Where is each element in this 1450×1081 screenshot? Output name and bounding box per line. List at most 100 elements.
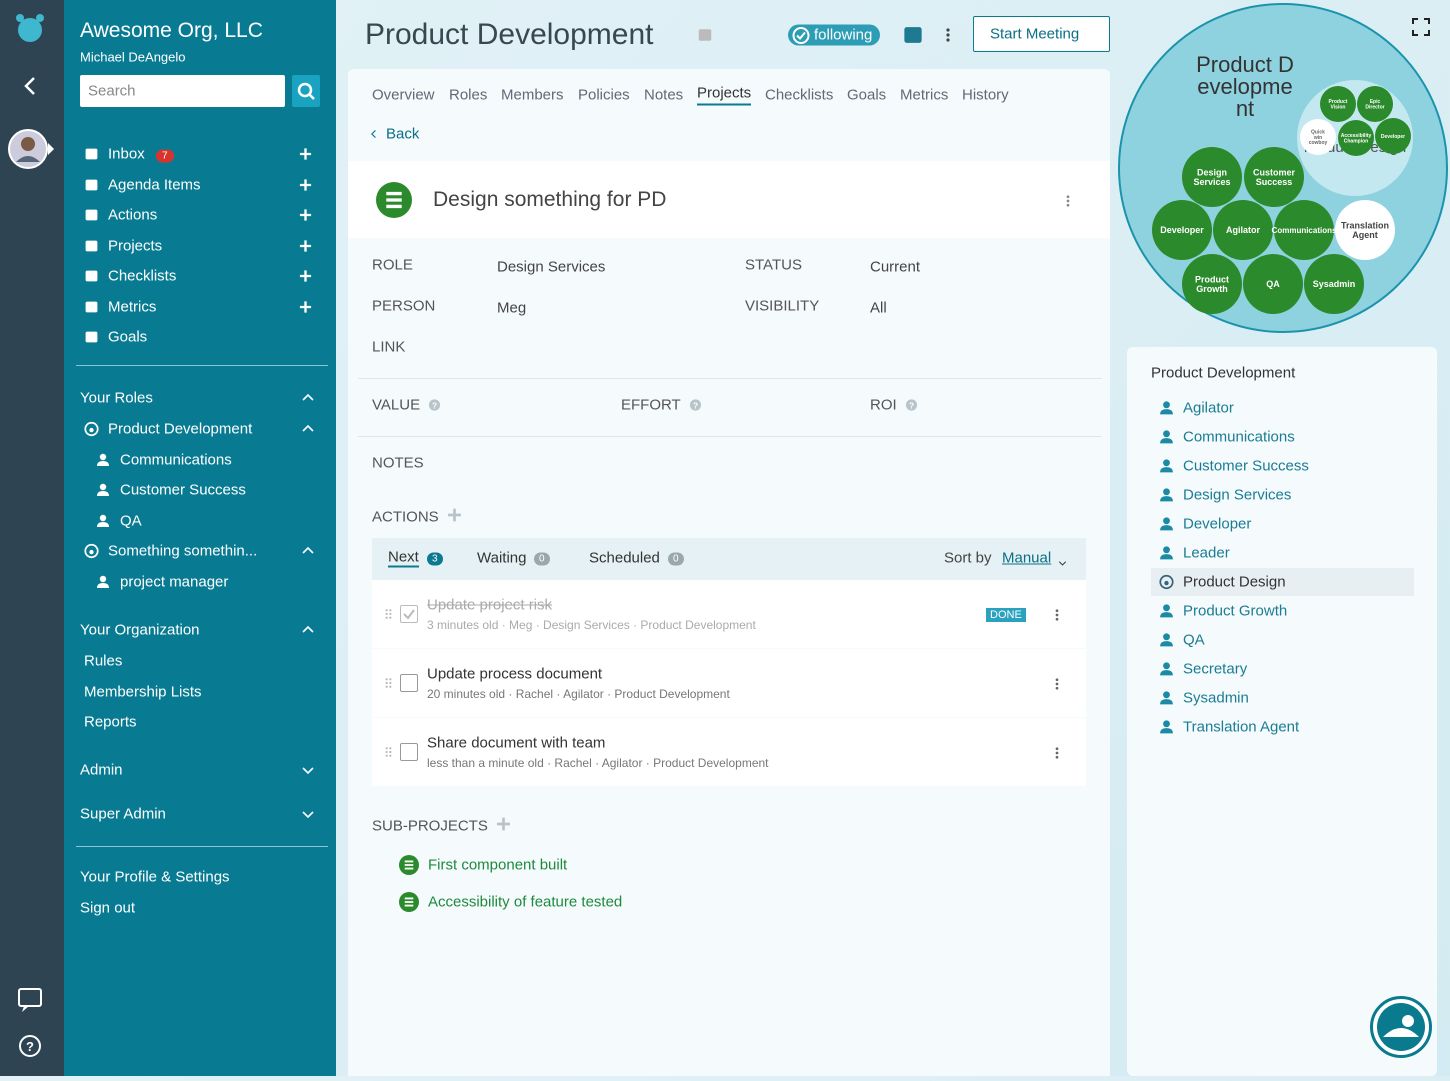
subproject-link[interactable]: Accessibility of feature tested xyxy=(428,893,623,911)
tab[interactable]: Notes xyxy=(644,86,684,104)
icon-person xyxy=(96,514,110,528)
nav-item[interactable]: Inbox xyxy=(108,145,145,163)
svg-text:?: ? xyxy=(432,400,437,410)
icon-circle xyxy=(1159,574,1174,590)
icon-box xyxy=(84,177,99,192)
panel-role[interactable]: Product Design xyxy=(1183,573,1286,591)
nav-item[interactable]: Actions xyxy=(108,206,158,224)
org-link[interactable]: Reports xyxy=(84,713,137,731)
panel-role[interactable]: Leader xyxy=(1183,544,1230,562)
tab[interactable]: Goals xyxy=(847,86,887,104)
role-link[interactable]: Customer Success xyxy=(120,481,246,499)
subproject-link[interactable]: First component built xyxy=(428,856,568,874)
content-card: Overview Roles Members Policies Notes Project… xyxy=(348,69,1110,1076)
section-title[interactable]: Super Admin xyxy=(80,805,166,823)
tab[interactable]: History xyxy=(962,86,1009,104)
role-link[interactable]: QA xyxy=(120,512,142,530)
panel-role[interactable]: Translation Agent xyxy=(1183,718,1300,736)
role-bubble[interactable] xyxy=(1338,120,1374,156)
icon-box xyxy=(84,269,99,284)
role-bubble[interactable] xyxy=(1300,119,1336,155)
role-bubble[interactable] xyxy=(1274,200,1334,260)
role-bubble[interactable] xyxy=(1182,254,1242,314)
panel-role[interactable]: Sysadmin xyxy=(1183,689,1249,707)
panel-role[interactable]: Customer Success xyxy=(1183,457,1309,475)
divider xyxy=(76,365,328,366)
tab[interactable]: Projects xyxy=(697,85,752,106)
nav-item[interactable]: Checklists xyxy=(108,267,177,285)
action-tab[interactable]: Scheduled xyxy=(589,549,660,567)
sort-value[interactable]: Manual xyxy=(1002,549,1052,567)
panel-role[interactable]: Communications xyxy=(1183,428,1295,446)
icon-person xyxy=(1159,488,1174,503)
divider xyxy=(76,846,328,847)
section-title[interactable]: Admin xyxy=(80,761,123,779)
tab[interactable]: Checklists xyxy=(765,86,834,104)
section-title: Your Organization xyxy=(80,621,200,639)
icon-plus xyxy=(447,508,462,523)
start-meeting-button[interactable]: Start Meeting xyxy=(973,16,1110,52)
icon-plus xyxy=(299,300,312,313)
action-tab[interactable]: Waiting xyxy=(477,549,527,567)
panel-role[interactable]: Design Services xyxy=(1183,486,1292,504)
role-bubble[interactable] xyxy=(1335,200,1395,260)
role-bubble[interactable] xyxy=(1213,200,1273,260)
tab[interactable]: Roles xyxy=(449,86,488,104)
icon-list xyxy=(399,892,419,912)
icon-q: ? xyxy=(689,399,702,412)
nav-item[interactable]: Metrics xyxy=(108,298,157,315)
search-box[interactable]: Search xyxy=(80,75,285,107)
panel-role[interactable]: Developer xyxy=(1183,515,1252,533)
bubble-label: Accessibility Champion xyxy=(1341,133,1372,144)
panel-role[interactable]: QA xyxy=(1183,631,1205,649)
action-checkbox[interactable] xyxy=(400,743,418,761)
action-title[interactable]: Share document with team xyxy=(427,734,606,752)
role-bubble[interactable] xyxy=(1375,118,1411,154)
panel-role[interactable]: Secretary xyxy=(1183,660,1248,678)
profile-link[interactable]: Your Profile & Settings xyxy=(80,868,230,886)
field-value: Current xyxy=(870,258,921,276)
org-link[interactable]: Rules xyxy=(84,652,123,670)
action-title[interactable]: Update project risk xyxy=(427,596,553,614)
nav-item[interactable]: Goals xyxy=(108,328,148,346)
nav-item[interactable]: Projects xyxy=(108,237,163,254)
tab[interactable]: Overview xyxy=(372,86,435,104)
icon-list xyxy=(376,182,412,218)
role-bubble[interactable] xyxy=(1152,200,1212,260)
signout-link[interactable]: Sign out xyxy=(80,899,136,917)
icon-person xyxy=(1159,459,1174,474)
role-bubble[interactable] xyxy=(1244,147,1304,207)
action-checkbox[interactable] xyxy=(400,674,418,692)
circle-link[interactable]: Product Development xyxy=(108,420,253,438)
icon-grip xyxy=(382,746,395,759)
icon-list xyxy=(399,855,419,875)
circle-link[interactable]: Something somethin... xyxy=(108,542,258,560)
tab[interactable]: Metrics xyxy=(900,86,949,104)
org-link[interactable]: Membership Lists xyxy=(84,683,202,700)
role-bubble[interactable] xyxy=(1357,86,1393,122)
action-tab[interactable]: Next xyxy=(388,548,419,568)
nav-item[interactable]: Agenda Items xyxy=(108,176,201,193)
tab[interactable]: Policies xyxy=(578,86,630,104)
tab[interactable]: Members xyxy=(501,86,564,104)
role-link[interactable]: project manager xyxy=(120,573,229,591)
icon-person xyxy=(1159,546,1174,561)
panel-role[interactable]: Product Growth xyxy=(1183,602,1288,620)
bubble-label: Sysadmin xyxy=(1313,279,1356,289)
search-button[interactable] xyxy=(292,75,320,107)
svg-text:?: ? xyxy=(909,400,914,410)
metric-label: ROI xyxy=(870,396,897,414)
role-link[interactable]: Communications xyxy=(120,451,232,469)
action-title[interactable]: Update process document xyxy=(427,665,603,683)
fullscreen-icon[interactable] xyxy=(1412,18,1430,36)
role-bubble[interactable] xyxy=(1182,147,1242,207)
bubble-label: Communications xyxy=(1272,226,1337,235)
following-badge[interactable]: following xyxy=(788,24,881,46)
role-bubble[interactable] xyxy=(1304,254,1364,314)
role-bubble[interactable] xyxy=(1243,254,1303,314)
role-bubble[interactable] xyxy=(1320,86,1356,122)
help-bot[interactable] xyxy=(1370,996,1432,1058)
back-link[interactable]: Back xyxy=(386,125,420,143)
action-checkbox[interactable] xyxy=(400,605,418,623)
panel-role[interactable]: Agilator xyxy=(1183,399,1234,417)
